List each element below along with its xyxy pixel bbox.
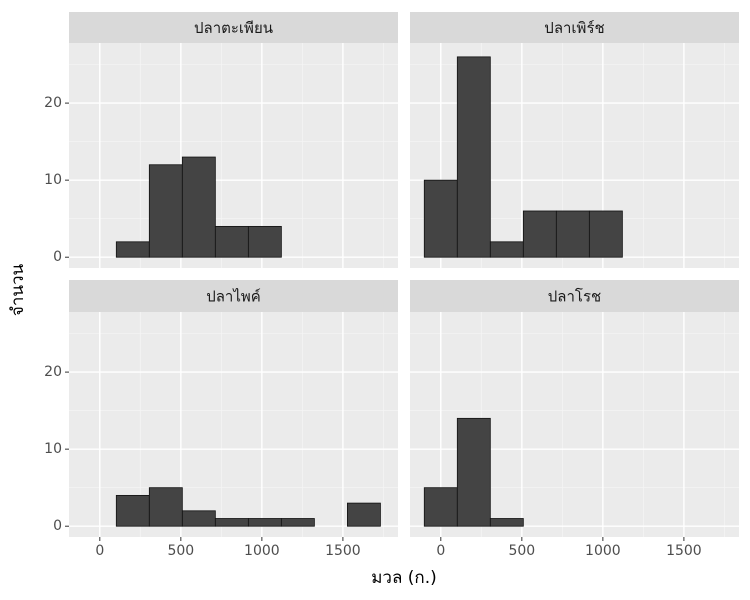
x-tick-label: 1500 — [666, 543, 702, 559]
strip — [69, 12, 398, 43]
bar — [522, 210, 557, 258]
x-tick-label: 1000 — [585, 543, 621, 559]
y-tick-label: 10 — [44, 172, 62, 188]
bar — [347, 502, 381, 527]
bar — [214, 225, 249, 258]
y-tick-label: 0 — [53, 249, 62, 265]
bar — [181, 156, 216, 258]
bar — [423, 179, 458, 258]
y-tick-label: 0 — [53, 518, 62, 534]
bar — [214, 518, 249, 527]
bar — [181, 510, 216, 527]
bar — [456, 56, 491, 258]
bar — [555, 210, 590, 258]
bar — [423, 487, 458, 527]
y-tick-label: 20 — [44, 95, 62, 111]
bar — [588, 210, 623, 258]
bar — [148, 164, 183, 258]
bar — [247, 518, 282, 527]
x-tick-label: 500 — [508, 543, 535, 559]
y-axis-title: จำนวน — [8, 263, 28, 316]
facet-title: ปลาโรช — [548, 288, 601, 306]
strip — [69, 280, 398, 312]
bar — [280, 518, 315, 527]
bar — [489, 241, 524, 258]
x-tick-label: 500 — [167, 543, 194, 559]
facet-title: ปลาไพค์ — [206, 288, 261, 306]
facet-title: ปลาเพิร์ช — [544, 19, 604, 37]
x-tick-label: 0 — [95, 543, 104, 559]
strip — [410, 12, 739, 43]
bar — [148, 487, 183, 527]
bar — [489, 518, 524, 527]
x-tick-label: 1000 — [244, 543, 280, 559]
bar — [247, 225, 282, 258]
x-tick-label: 0 — [436, 543, 445, 559]
facet-title: ปลาตะเพียน — [194, 19, 273, 37]
strip — [410, 280, 739, 312]
bar — [456, 417, 491, 527]
bar — [115, 241, 150, 258]
y-tick-label: 20 — [44, 364, 62, 380]
x-axis-title: มวล (ก.) — [371, 568, 437, 588]
y-tick-label: 10 — [44, 441, 62, 457]
bar — [115, 494, 150, 527]
x-tick-label: 1500 — [325, 543, 361, 559]
